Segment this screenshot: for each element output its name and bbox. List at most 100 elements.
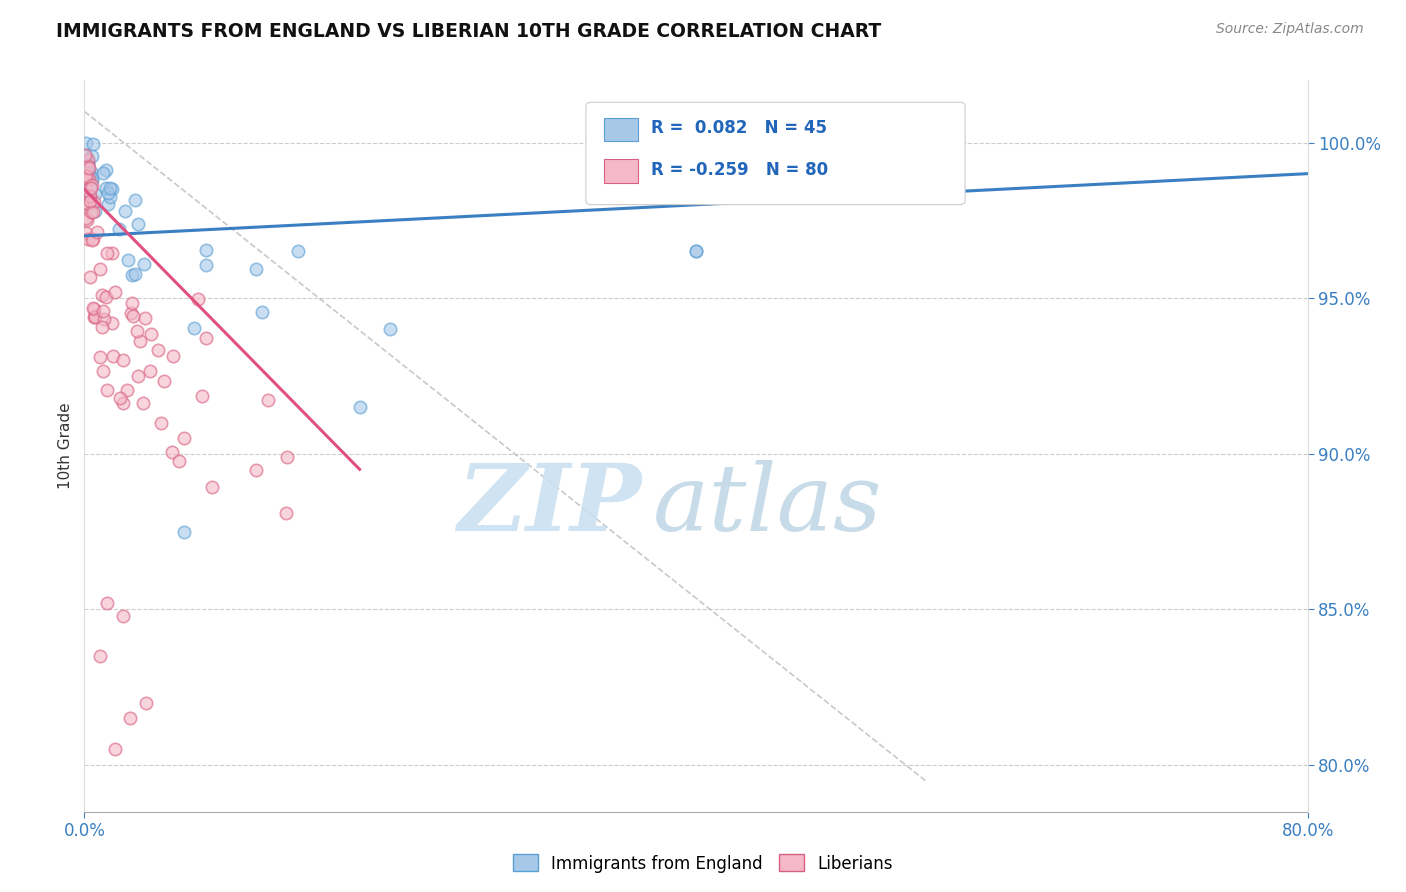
Point (93, 312, 115, 326)
Text: R = -0.259   N = 80: R = -0.259 N = 80 (651, 161, 828, 179)
Point (77, 161, 100, 175)
Point (146, 343, 169, 357)
Point (108, 391, 131, 405)
Point (75, 227, 97, 241)
Point (82, 205, 104, 219)
Point (79, 181, 101, 195)
Point (191, 389, 214, 403)
Point (75, 196, 97, 211)
Point (124, 267, 146, 281)
Point (80, 173, 103, 187)
Point (82, 231, 104, 245)
Point (80, 233, 103, 247)
Point (121, 295, 143, 310)
Point (111, 353, 134, 368)
Point (76, 160, 98, 174)
Point (135, 696, 157, 710)
Point (96, 181, 118, 195)
Point (75, 172, 97, 186)
Point (195, 258, 218, 272)
Point (82, 149, 104, 163)
Point (91, 166, 114, 180)
Point (79, 188, 101, 202)
Point (173, 431, 195, 445)
Point (245, 463, 267, 477)
Point (111, 608, 134, 623)
Point (96, 596, 118, 610)
Point (128, 334, 150, 348)
Point (79, 189, 101, 203)
Point (79, 269, 101, 284)
Point (83, 195, 105, 210)
Point (77, 169, 100, 183)
Point (83, 310, 105, 324)
Point (97, 186, 120, 200)
Point (83, 186, 105, 201)
Point (86, 225, 108, 239)
Point (76, 196, 98, 211)
Point (91, 304, 114, 318)
Point (173, 524, 195, 539)
Point (101, 182, 124, 196)
Point (75, 169, 97, 183)
Point (149, 416, 172, 430)
Point (115, 383, 138, 397)
Point (101, 316, 124, 330)
Point (108, 222, 131, 236)
Point (152, 374, 174, 388)
Point (73, 147, 96, 161)
Point (131, 396, 153, 410)
Point (77, 172, 100, 186)
Point (91, 319, 114, 334)
Point (91, 363, 114, 377)
Point (76, 161, 98, 175)
Point (685, 244, 707, 259)
Point (245, 261, 267, 276)
Point (73, 167, 96, 181)
Point (75, 176, 97, 190)
Text: ZIP: ZIP (457, 459, 641, 549)
Point (124, 193, 146, 207)
Point (96, 290, 118, 304)
Point (75, 183, 97, 197)
Point (76, 156, 98, 170)
Point (120, 306, 142, 320)
Point (103, 349, 125, 363)
Point (75, 149, 97, 163)
Point (194, 331, 217, 345)
Point (201, 480, 224, 494)
Point (685, 244, 707, 259)
Point (89, 261, 111, 276)
Point (75, 136, 97, 151)
Text: IMMIGRANTS FROM ENGLAND VS LIBERIAN 10TH GRADE CORRELATION CHART: IMMIGRANTS FROM ENGLAND VS LIBERIAN 10TH… (56, 22, 882, 41)
Point (287, 244, 309, 259)
Point (96, 246, 118, 260)
Point (276, 450, 298, 465)
Point (104, 742, 127, 756)
Y-axis label: 10th Grade: 10th Grade (58, 402, 73, 490)
Point (139, 364, 162, 378)
Point (79, 166, 101, 180)
Point (96, 162, 118, 177)
Bar (605, 160, 638, 183)
Point (162, 349, 184, 363)
Point (134, 311, 156, 326)
Point (250, 305, 273, 319)
Point (97, 196, 120, 211)
Text: Source: ZipAtlas.com: Source: ZipAtlas.com (1216, 22, 1364, 37)
Point (117, 252, 139, 267)
Point (349, 400, 371, 414)
Point (76, 213, 98, 227)
Point (183, 320, 205, 334)
Point (167, 454, 190, 468)
Text: R =  0.082   N = 45: R = 0.082 N = 45 (651, 119, 827, 136)
Point (132, 257, 155, 271)
Legend: Immigrants from England, Liberians: Immigrants from England, Liberians (506, 847, 900, 880)
Point (82, 136, 104, 151)
Point (80, 180, 103, 194)
Point (141, 326, 163, 341)
Text: atlas: atlas (654, 459, 883, 549)
Point (89, 350, 111, 364)
Point (83, 302, 105, 317)
Point (79, 194, 101, 209)
